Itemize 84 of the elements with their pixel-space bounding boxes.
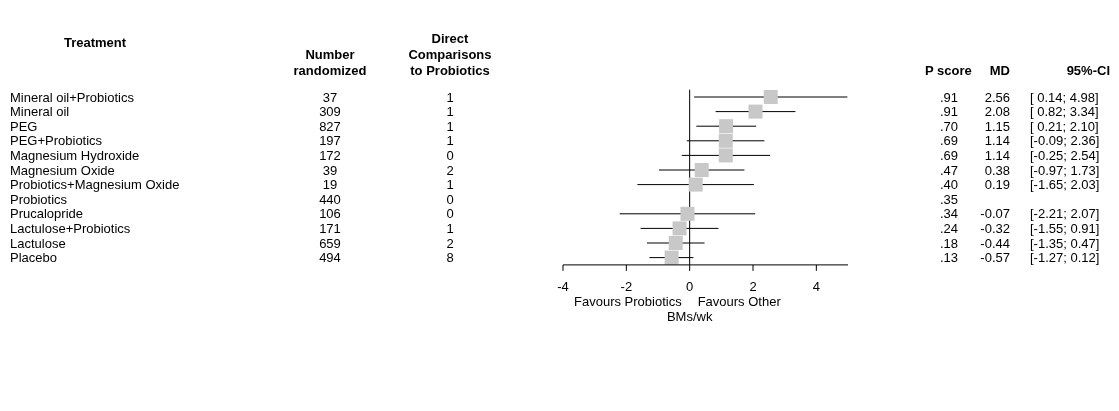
text: 1 [446,133,454,149]
text: Favours Other [697,293,782,309]
text: .91 [940,104,959,120]
text: Probiotics+Magnesium Oxide [10,177,180,193]
x-tick-label: 4 [812,278,820,294]
text: Lactulose [10,235,66,251]
text: 2.56 [984,89,1010,105]
text: 494 [319,250,341,266]
text: 440 [319,191,341,207]
text: -0.57 [980,250,1010,266]
text: .47 [940,162,959,178]
text: P score [925,63,972,78]
text: .69 [940,133,959,149]
text: Number randomized [293,47,367,78]
text: 1 [446,118,454,134]
text: [-1.35; 0.47] [1030,235,1100,251]
text: Treatment [63,35,127,50]
text: 0.38 [984,162,1010,178]
text: PEG+Probiotics [10,133,103,149]
text: [-1.55; 0.91] [1030,220,1100,236]
text: Mineral oil+Probiotics [10,89,135,105]
text: .34 [940,206,959,222]
text: [-1.65; 2.03] [1030,177,1100,193]
text: .35 [940,191,959,207]
text: Placebo [10,250,57,266]
text: [-0.97; 1.73] [1030,162,1100,178]
text: MD [989,63,1010,78]
text: .69 [940,147,959,163]
text: 0 [446,206,454,222]
text: .91 [940,89,959,105]
text: [ 0.14; 4.98] [1030,89,1099,105]
text: -0.07 [980,206,1010,222]
text: 8 [446,250,454,266]
text: Probiotics [10,191,68,207]
text: .70 [940,118,959,134]
text: .40 [940,177,959,193]
x-tick-label: 2 [749,278,757,294]
text: [-2.21; 2.07] [1030,206,1100,222]
text: 1.14 [984,147,1010,163]
text: Prucalopride [10,206,83,222]
text: 1 [446,220,454,236]
text: 827 [319,118,341,134]
text: 2.08 [984,104,1010,120]
text: -0.32 [980,220,1010,236]
text: 1 [446,177,454,193]
text: .24 [940,220,959,236]
text: Lactulose+Probiotics [10,220,131,236]
text: .18 [940,235,959,251]
text: 197 [319,133,341,149]
text: [ 0.82; 3.34] [1030,104,1099,120]
text: 659 [319,235,341,251]
x-tick-label: 0 [686,278,694,294]
text: .13 [940,250,959,266]
text: 2 [446,235,454,251]
text: 1 [446,104,454,120]
text: [-0.09; 2.36] [1030,133,1100,149]
text: Mineral oil [10,104,70,120]
text: PEG [10,118,38,134]
x-tick-label: -4 [557,278,569,294]
text: Magnesium Hydroxide [10,147,140,163]
x-axis-title: BMs/wk [666,308,713,324]
text: 37 [322,89,338,105]
text: 95%-CI [1066,63,1110,78]
text: 1.15 [984,118,1010,134]
text: 1 [446,89,454,105]
text: 2 [446,162,454,178]
text: 172 [319,147,341,163]
text: 309 [319,104,341,120]
text: Magnesium Oxide [10,162,115,178]
text: [-0.25; 2.54] [1030,147,1100,163]
text: 0 [446,147,454,163]
text: 1.14 [984,133,1010,149]
text: 0 [446,191,454,207]
text: 171 [319,220,341,236]
text: [ 0.21; 2.10] [1030,118,1099,134]
text: 0.19 [984,177,1010,193]
text: 39 [322,162,338,178]
text: 106 [319,206,341,222]
text: Direct Comparisons to Probiotics [408,31,492,78]
text: 19 [322,177,338,193]
text: Favours Probiotics [574,293,683,309]
text: [-1.27; 0.12] [1030,250,1100,266]
x-tick-label: -2 [620,278,633,294]
text: -0.44 [980,235,1010,251]
